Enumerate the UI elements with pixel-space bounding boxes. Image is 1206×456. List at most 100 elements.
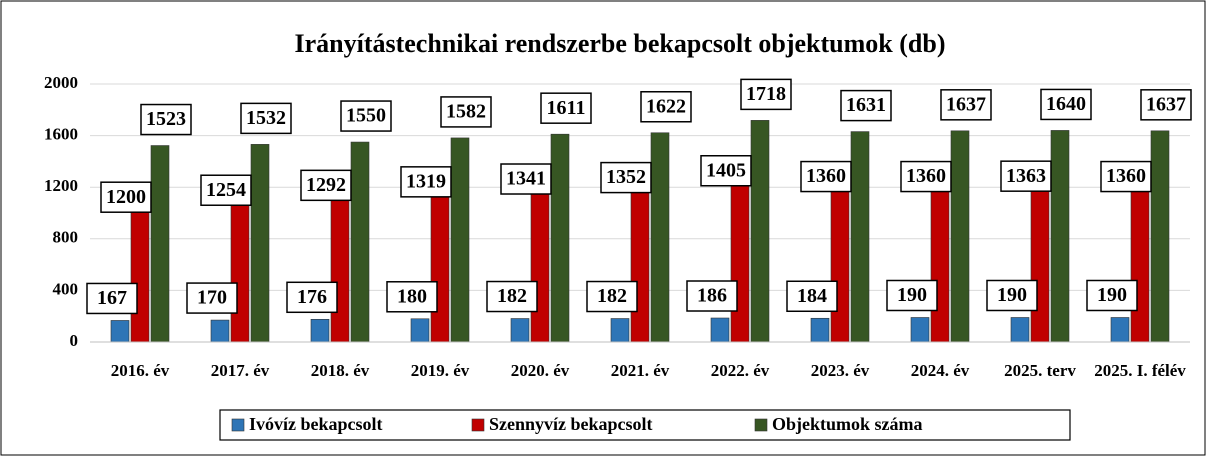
y-tick-label: 800 bbox=[53, 228, 79, 247]
data-label-box bbox=[386, 281, 438, 313]
data-label-box bbox=[640, 91, 692, 123]
data-label-box bbox=[286, 281, 338, 314]
bar bbox=[450, 137, 470, 343]
y-tick-label: 1200 bbox=[44, 176, 78, 195]
bar bbox=[1050, 130, 1070, 343]
data-label-box bbox=[186, 282, 238, 314]
legend-box bbox=[219, 409, 1071, 441]
legend-swatch bbox=[471, 418, 485, 432]
x-tick-label: 2023. év bbox=[811, 361, 870, 380]
data-label-box bbox=[340, 100, 392, 132]
bar bbox=[650, 132, 670, 343]
legend-swatch bbox=[231, 418, 245, 432]
bar bbox=[410, 318, 430, 343]
bar bbox=[1110, 317, 1130, 343]
data-label: 1718 bbox=[746, 83, 786, 105]
data-label-box bbox=[1100, 160, 1152, 193]
data-label: 180 bbox=[397, 285, 427, 307]
data-label-box bbox=[86, 282, 138, 315]
bar bbox=[550, 133, 570, 343]
legend-label: Ivóvíz bekapcsolt bbox=[249, 414, 383, 434]
data-label: 1640 bbox=[1046, 93, 1086, 115]
bar bbox=[210, 319, 230, 343]
data-label: 190 bbox=[997, 284, 1027, 306]
data-label: 176 bbox=[297, 286, 327, 308]
x-tick-label: 2021. év bbox=[611, 361, 670, 380]
bar bbox=[830, 166, 850, 343]
x-tick-label: 2019. év bbox=[411, 361, 470, 380]
bar bbox=[110, 320, 130, 343]
bar bbox=[610, 318, 630, 343]
data-label: 1550 bbox=[346, 105, 386, 127]
data-label-box bbox=[700, 155, 752, 187]
bar bbox=[510, 318, 530, 343]
data-label-box bbox=[1086, 279, 1138, 312]
bar bbox=[810, 317, 830, 343]
data-label-box bbox=[486, 280, 538, 313]
bar bbox=[850, 131, 870, 343]
data-label: 1360 bbox=[1106, 165, 1146, 187]
data-label-box bbox=[800, 160, 852, 193]
data-label: 170 bbox=[197, 287, 227, 309]
data-label-box bbox=[940, 89, 992, 121]
y-tick-label: 1600 bbox=[44, 125, 78, 144]
data-label: 1363 bbox=[1006, 165, 1046, 187]
y-tick-label: 2000 bbox=[44, 73, 78, 92]
data-label: 184 bbox=[797, 285, 827, 307]
bar bbox=[710, 317, 730, 343]
data-label: 190 bbox=[897, 284, 927, 306]
data-label: 1352 bbox=[606, 166, 646, 188]
x-tick-label: 2025. I. félév bbox=[1094, 361, 1186, 380]
data-label: 1405 bbox=[706, 159, 746, 181]
x-tick-label: 2020. év bbox=[511, 361, 570, 380]
data-label: 1200 bbox=[106, 186, 146, 208]
bar bbox=[530, 168, 550, 343]
data-label-box bbox=[900, 160, 952, 193]
data-label-box bbox=[686, 280, 738, 312]
data-label: 1611 bbox=[547, 97, 586, 119]
data-label-box bbox=[500, 163, 552, 195]
bar bbox=[910, 317, 930, 343]
x-tick-label: 2025. terv bbox=[1004, 361, 1076, 380]
data-label: 1254 bbox=[206, 179, 246, 201]
data-label-box bbox=[1140, 89, 1192, 121]
data-label-box bbox=[440, 96, 492, 128]
data-label-box bbox=[100, 181, 152, 213]
data-label: 1341 bbox=[506, 168, 546, 190]
x-tick-label: 2017. év bbox=[211, 361, 270, 380]
x-tick-label: 2016. év bbox=[111, 361, 170, 380]
data-label-box bbox=[540, 92, 592, 124]
data-label-box bbox=[1000, 160, 1052, 192]
data-label: 1360 bbox=[806, 165, 846, 187]
data-label: 182 bbox=[497, 285, 527, 307]
data-label: 186 bbox=[697, 285, 727, 307]
data-label: 167 bbox=[97, 287, 127, 309]
x-tick-label: 2022. év bbox=[711, 361, 770, 380]
bar bbox=[950, 130, 970, 343]
data-label-box bbox=[300, 169, 352, 202]
legend-label: Objektumok száma bbox=[772, 414, 923, 434]
data-label: 1292 bbox=[306, 174, 346, 196]
data-label: 1532 bbox=[246, 107, 286, 129]
bar bbox=[1010, 317, 1030, 343]
bar bbox=[1130, 166, 1150, 343]
data-label: 190 bbox=[1097, 284, 1127, 306]
data-label-box bbox=[400, 166, 452, 198]
bar bbox=[630, 167, 650, 343]
data-label: 1582 bbox=[446, 101, 486, 123]
data-label-box bbox=[786, 280, 838, 313]
data-label-box bbox=[586, 280, 638, 313]
legend-swatch bbox=[754, 418, 768, 432]
bar bbox=[1030, 165, 1050, 343]
data-label: 1637 bbox=[1146, 93, 1186, 115]
bar bbox=[750, 120, 770, 343]
data-label: 1637 bbox=[946, 93, 986, 115]
y-tick-label: 0 bbox=[70, 331, 79, 350]
data-label-box bbox=[600, 161, 652, 194]
data-label: 1622 bbox=[646, 95, 686, 117]
chart-title: Irányítástechnikai rendszerbe bekapcsolt… bbox=[294, 29, 945, 58]
y-tick-label: 400 bbox=[53, 279, 79, 298]
bar bbox=[310, 318, 330, 343]
